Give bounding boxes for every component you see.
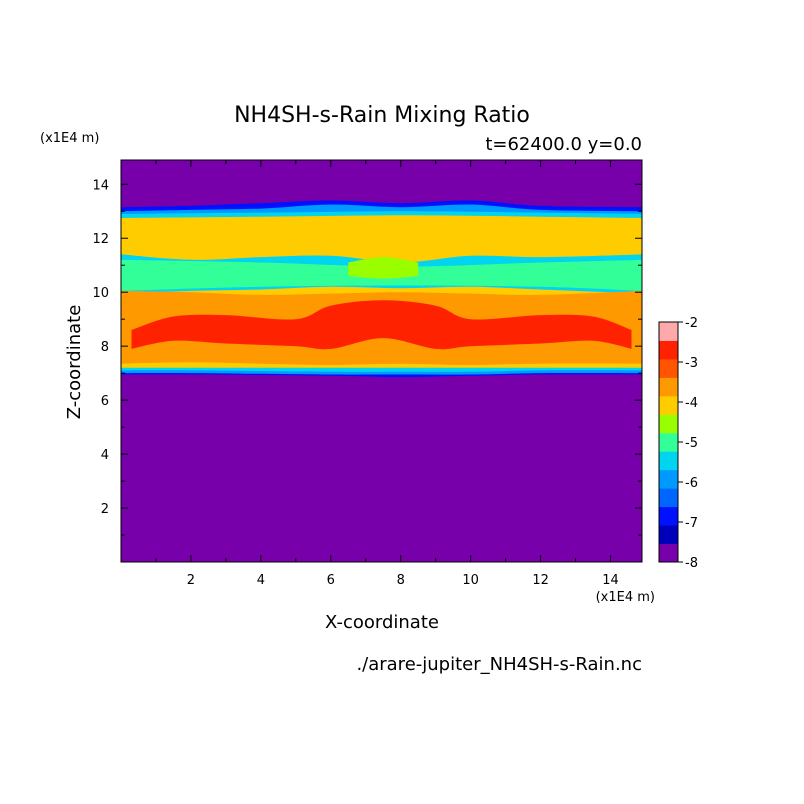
colorbar-tick-label: -3	[685, 356, 698, 371]
x-tick-label: 4	[257, 573, 265, 588]
y-tick-label: 4	[101, 448, 109, 463]
x-tick-label: 6	[327, 573, 335, 588]
colorbar-swatch	[659, 432, 678, 452]
contour-band-6	[348, 257, 419, 279]
colorbar-swatch	[659, 451, 678, 471]
colorbar-tick-label: -7	[685, 516, 698, 531]
y-tick-label: 8	[101, 340, 109, 355]
y-tick-label: 2	[101, 502, 109, 517]
colorbar-tick-label: -6	[685, 476, 698, 491]
colorbar-swatch	[659, 322, 678, 341]
contour-bands	[121, 200, 642, 378]
colorbar-swatch	[659, 340, 678, 360]
x-tick-label: 8	[397, 573, 405, 588]
x-tick-label: 10	[462, 573, 479, 588]
colorbar-swatch	[659, 395, 678, 415]
x-tick-label: 12	[532, 573, 549, 588]
colorbar-swatch	[659, 377, 678, 397]
colorbar-swatch	[659, 414, 678, 434]
y-tick-label: 14	[92, 178, 109, 193]
colorbar-swatch	[659, 543, 678, 563]
colorbar-tick-label: -4	[685, 396, 698, 411]
x-tick-label: 14	[602, 573, 619, 588]
y-tick-label: 10	[92, 286, 109, 301]
x-tick-label: 2	[187, 573, 195, 588]
contour-band-8	[131, 300, 632, 350]
x-unit-label: (x1E4 m)	[596, 590, 655, 605]
colorbar-swatch	[659, 506, 678, 526]
chart-title: NH4SH-s-Rain Mixing Ratio	[234, 103, 530, 128]
x-axis-label: X-coordinate	[325, 612, 439, 633]
y-tick-label: 6	[101, 394, 109, 409]
colorbar: -2 -3 -4 -5 -6 -7 -8	[658, 316, 698, 571]
plot-area	[121, 160, 642, 562]
axes: 2 4 6 8 10 12 14 2 4 6 8 10 12 14	[92, 159, 643, 588]
colorbar-tick-label: -8	[685, 556, 698, 571]
colorbar-swatch	[659, 469, 678, 489]
chart-subtitle: t=62400.0 y=0.0	[485, 134, 642, 155]
colorbar-tick-label: -5	[685, 436, 698, 451]
colorbar-swatch	[659, 488, 678, 508]
colorbar-tick-label: -2	[685, 316, 698, 331]
y-unit-label: (x1E4 m)	[40, 131, 99, 146]
plot-frame	[120, 159, 643, 563]
y-tick-label: 12	[92, 232, 109, 247]
colorbar-swatch	[659, 525, 678, 545]
footer-filename: ./arare-jupiter_NH4SH-s-Rain.nc	[356, 654, 642, 675]
y-axis-label: Z-coordinate	[64, 305, 85, 420]
colorbar-swatch	[659, 358, 678, 378]
